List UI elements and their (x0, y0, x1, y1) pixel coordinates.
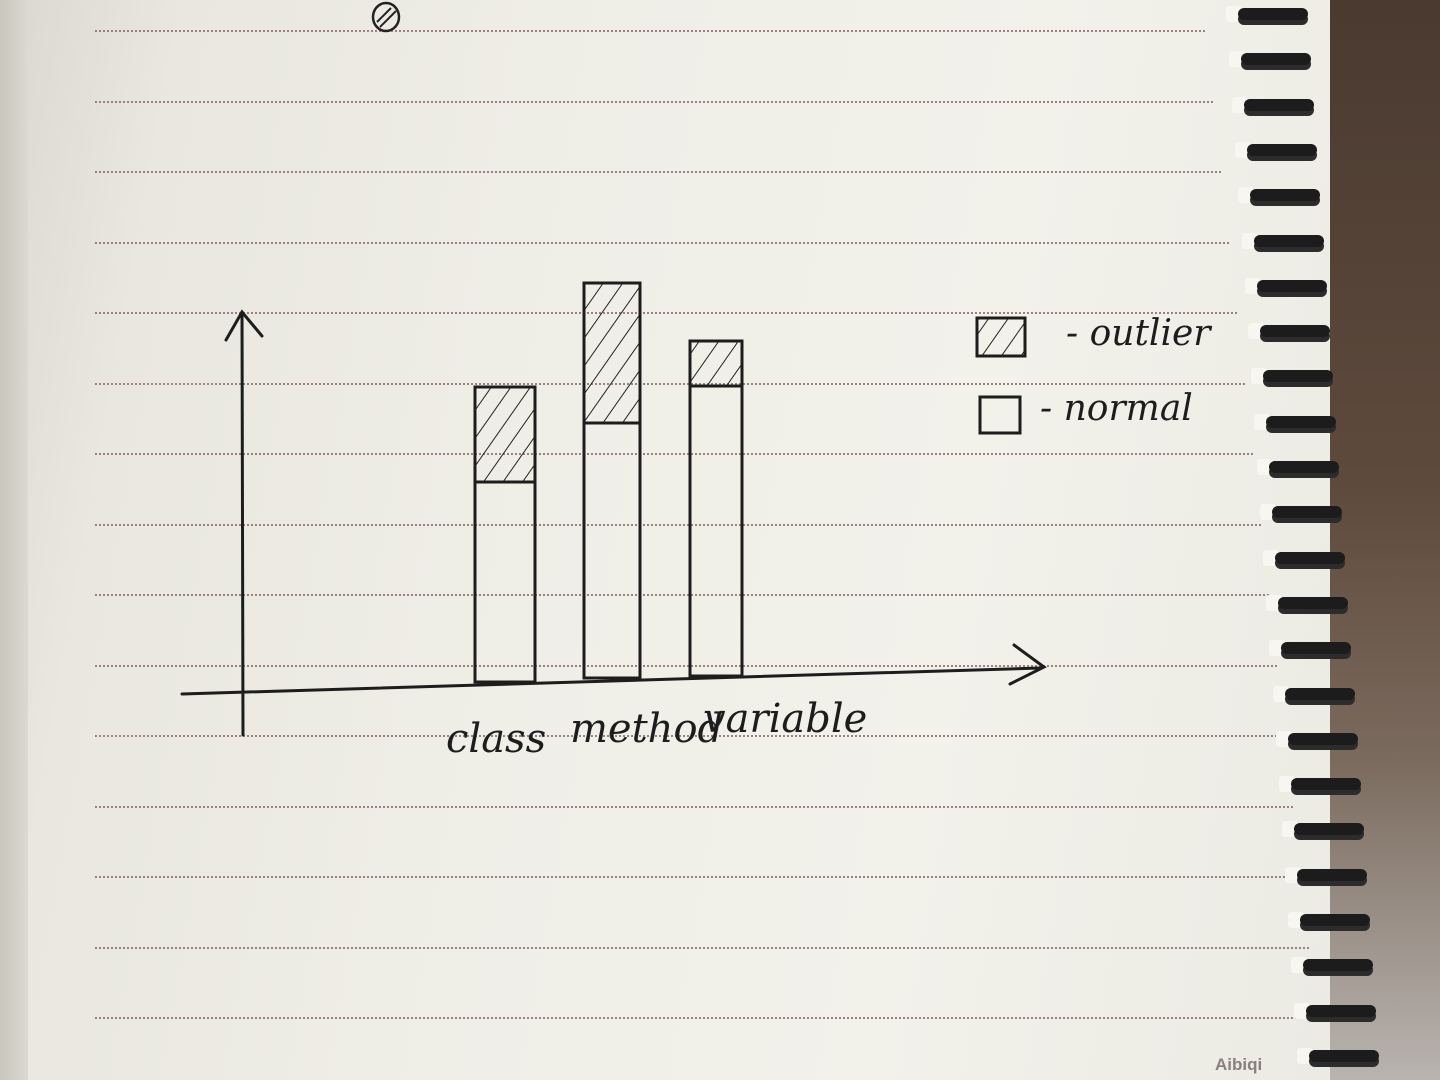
x-tick-label-class: class (446, 716, 546, 762)
binding-hole (1275, 730, 1292, 747)
binding-ring (1278, 596, 1349, 609)
ruled-line (95, 664, 1277, 667)
ruled-line (95, 382, 1245, 385)
legend-label-outlier: - outlier (1066, 313, 1212, 354)
brand-mark: Aibiqi (1215, 1055, 1263, 1074)
binding-hole (1244, 277, 1261, 294)
binding-hole (1241, 232, 1258, 249)
binding-ring (1296, 868, 1367, 881)
bar-normal-method (582, 421, 642, 680)
binding-ring (1300, 914, 1370, 926)
ruled-line (95, 100, 1213, 103)
ruled-line (95, 241, 1229, 244)
binding-ring (1265, 415, 1336, 428)
legend: - outlier - normal (975, 313, 1212, 435)
ruled-line (95, 30, 1205, 32)
ruled-line (95, 594, 1269, 596)
bar-outlier-method (582, 281, 642, 425)
binding-ring (1259, 325, 1330, 338)
binding-ring (1275, 551, 1346, 564)
binding-ring (1241, 53, 1312, 66)
ruled-line (95, 171, 1221, 173)
doodle-mark (371, 1, 401, 33)
bar-outlier-variable (688, 339, 744, 388)
ruled-line (95, 735, 1285, 737)
bar-normal-variable (688, 384, 744, 678)
legend-swatch-outlier (975, 316, 1027, 358)
binding-ring (1238, 8, 1308, 20)
binding-ring (1253, 234, 1324, 247)
notebook-page (0, 0, 1330, 1080)
binding-ring (1247, 143, 1318, 156)
y-axis (224, 309, 264, 737)
binding-ring (1303, 959, 1374, 972)
binding-hole (1272, 685, 1289, 702)
ruled-line (95, 876, 1301, 878)
binding-ring (1250, 189, 1321, 202)
binding-ring (1244, 98, 1315, 111)
binding-ring (1284, 687, 1355, 700)
ruled-line (95, 946, 1309, 949)
binding-ring (1287, 732, 1358, 745)
ruled-line (95, 453, 1253, 455)
binding-hole (1247, 323, 1264, 340)
binding-ring (1281, 642, 1352, 655)
binding-hole (1253, 413, 1270, 430)
bar-normal-class (473, 480, 537, 684)
binding-ring (1262, 370, 1333, 383)
binding-ring (1293, 823, 1364, 836)
binding-ring (1269, 461, 1339, 473)
binding-hole (1278, 776, 1295, 793)
x-axis (180, 643, 1047, 696)
page-edge (0, 0, 28, 1080)
legend-label-normal: - normal (1040, 388, 1193, 429)
binding-ring (1290, 778, 1361, 791)
binding-ring (1306, 1004, 1377, 1017)
binding-hole (1284, 866, 1301, 883)
ruled-line (95, 805, 1293, 808)
binding-ring (1272, 506, 1343, 519)
bar-outlier-class (473, 385, 537, 484)
ruled-line (95, 523, 1261, 526)
ruled-line (95, 312, 1237, 314)
bars-layer (473, 281, 744, 684)
legend-swatch-normal (978, 395, 1022, 435)
binding-ring (1309, 1049, 1380, 1062)
ruled-line (95, 1017, 1317, 1019)
x-tick-label-variable: variable (703, 696, 867, 742)
x-tick-label-method: method (570, 706, 723, 752)
binding-ring (1256, 279, 1327, 292)
